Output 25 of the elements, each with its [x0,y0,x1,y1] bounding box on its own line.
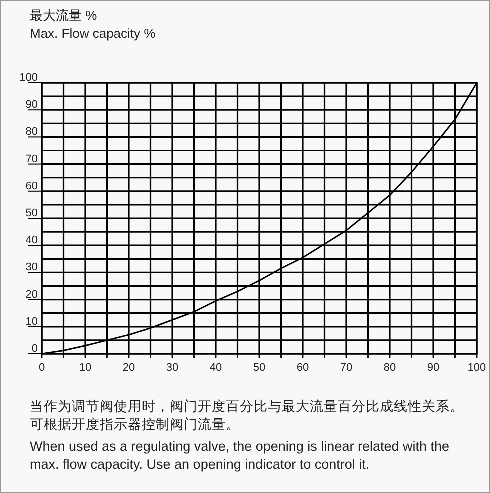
y-tick-label: 20 [26,288,38,301]
x-tick-label: 40 [210,362,222,374]
y-tick-label: 60 [26,180,38,192]
y-tick-label: 80 [26,126,38,138]
y-tick-label: 90 [26,99,38,112]
x-tick-label: 60 [296,362,310,374]
x-tick-label: 0 [38,362,46,374]
y-axis-title: 最大流量 % Max. Flow capacity % [30,8,156,41]
text: 当作为调节阀使用时，阀门开度百分比与最大流量百分比成线性关系。可根据开度指示器控制阀门流量。 [30,398,465,434]
y-tick-label: 50 [26,208,38,220]
x-tick-label: 70 [340,362,353,374]
x-tick-label: 100 [468,362,486,374]
x-tick-label: 20 [122,362,136,374]
x-tick-label: 10 [79,362,92,374]
y-tick-label: 10 [26,316,38,328]
text: When used as a regulating valve, the opening is linear related with the max. flow capacity. Use an opening indicator to control it. [30,438,451,474]
y-tick-label: 40 [26,234,38,247]
y-tick-label: 70 [26,153,38,166]
x-tick-label: 50 [253,362,266,374]
y-tick-label: 30 [26,262,38,274]
x-tick-label: 80 [384,362,396,374]
x-tick-label: 30 [166,362,179,374]
x-tick-label: 90 [427,362,440,374]
y-tick-label: 0 [32,343,38,355]
y-tick-label: 100 [20,72,38,84]
